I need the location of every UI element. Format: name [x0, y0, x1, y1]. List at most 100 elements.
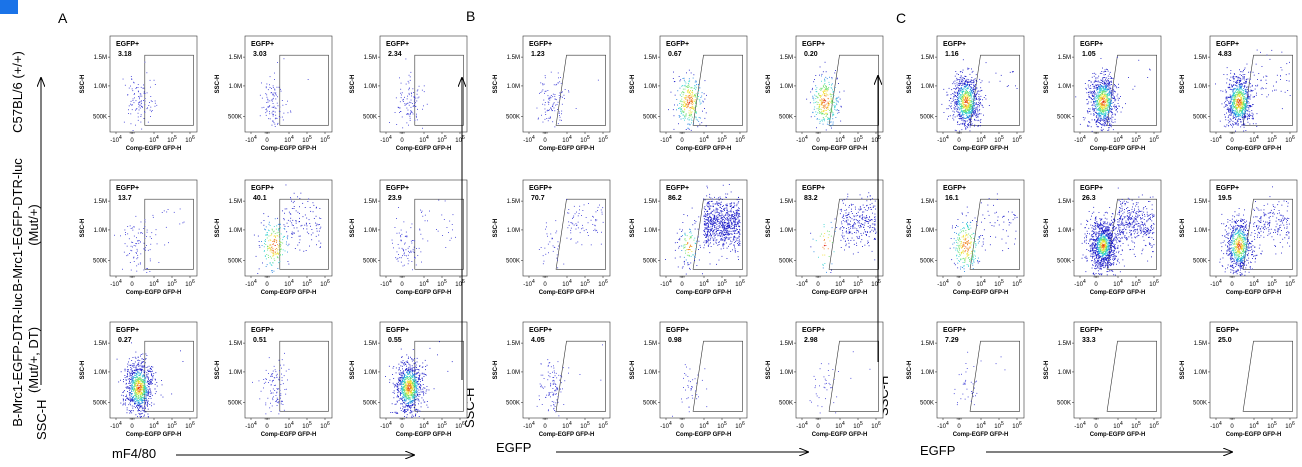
x-tick-label: 106: [1149, 279, 1159, 288]
x-tick-label: 106: [598, 279, 608, 288]
y-tick-label: 1.0M: [1194, 84, 1207, 90]
y-tick-label: 500K: [1057, 115, 1071, 121]
plot-frame: [936, 35, 1025, 133]
gate-value: 83.2: [804, 195, 818, 202]
y-tick-label: 500K: [363, 115, 377, 121]
x-tick-label: 106: [871, 279, 881, 288]
x-tick-label: -104: [660, 135, 672, 144]
gate-name: EGFP+: [251, 327, 274, 334]
x-tick-label: 0: [680, 424, 684, 430]
scatter-points: [259, 58, 309, 127]
x-axis-label: Comp-EGFP GFP-H: [676, 290, 732, 296]
gate-rectangle: [144, 340, 194, 412]
x-tick-label: 105: [580, 279, 590, 288]
gate-polygon: [692, 198, 743, 270]
x-tick-label: -104: [660, 421, 672, 430]
x-axis-label: Comp-EGFP GFP-H: [1226, 146, 1282, 152]
plot-frame: [1209, 321, 1298, 419]
scatter-points: [389, 58, 428, 129]
y-tick-label: 1.0M: [1058, 84, 1071, 90]
scatter-points: [253, 184, 322, 274]
y-tick-label: 500K: [93, 115, 107, 121]
x-tick-label: 0: [130, 282, 134, 288]
x-tick-label: -104: [937, 279, 949, 288]
y-axis-label: SSC-H: [766, 75, 772, 94]
x-tick-label: 105: [994, 135, 1004, 144]
gate-name: EGFP+: [116, 41, 139, 48]
plot-frame: [936, 321, 1025, 419]
scatter-points: [538, 199, 604, 269]
scatter-points: [668, 40, 707, 131]
y-tick-label: 1.5M: [94, 199, 107, 205]
x-tick-label: -104: [1210, 421, 1222, 430]
gate-rectangle: [279, 54, 329, 126]
x-tick-label: 104: [1249, 135, 1259, 144]
y-axis-label: SSC-H: [1180, 361, 1186, 380]
y-tick-label: 1.0M: [507, 370, 520, 376]
facs-plot-c-r2-c3: SSC-H 1.5M 1.0M 500K -104 0 104 105 106 Comp-EGFP…: [1170, 168, 1302, 300]
y-tick-label: 1.5M: [94, 341, 107, 347]
x-tick-label: 105: [717, 135, 727, 144]
gate-value: 2.34: [388, 51, 402, 58]
x-tick-label: -104: [523, 279, 535, 288]
x-tick-label: 105: [717, 279, 727, 288]
gate-name: EGFP+: [1216, 41, 1239, 48]
x-tick-label: 104: [284, 421, 294, 430]
x-tick-label: 104: [1113, 421, 1123, 430]
x-tick-label: 0: [400, 138, 404, 144]
gate-name: EGFP+: [116, 185, 139, 192]
x-tick-label: -104: [1074, 135, 1086, 144]
scatter-points: [810, 192, 877, 273]
scatter-points: [1215, 49, 1291, 132]
x-tick-label: -104: [523, 421, 535, 430]
gate-value: 7.29: [945, 337, 959, 344]
facs-plot-b-r2-c2: SSC-H 1.5M 1.0M 500K -104 0 104 105 106 Comp-EGFP…: [620, 168, 754, 300]
gate-name: EGFP+: [386, 185, 409, 192]
x-tick-label: 106: [185, 135, 195, 144]
x-tick-label: -104: [1210, 135, 1222, 144]
x-tick-label: 105: [302, 135, 312, 144]
x-tick-label: -104: [110, 421, 122, 430]
facs-plot-b-r1-c3: SSC-H 1.5M 1.0M 500K -104 0 104 105 106 Comp-EGFP…: [756, 24, 890, 156]
y-tick-label: 1.5M: [1194, 341, 1207, 347]
x-tick-label: 0: [1094, 282, 1098, 288]
gate-value: 26.3: [1082, 195, 1096, 202]
y-tick-label: 1.5M: [1058, 341, 1071, 347]
facs-plot-a-r1-c2: SSC-H 1.5M 1.0M 500K -104 0 104 105 106 Comp-EGFP…: [205, 24, 339, 156]
x-tick-label: -104: [937, 421, 949, 430]
plot-frame: [379, 35, 468, 133]
x-tick-label: -104: [110, 279, 122, 288]
scatter-points: [252, 352, 290, 415]
y-tick-label: 1.0M: [921, 84, 934, 90]
plot-frame: [1073, 35, 1162, 133]
y-tick-label: 500K: [1193, 259, 1207, 265]
x-axis-label: Comp-EGFP GFP-H: [812, 146, 868, 152]
x-axis-label: Comp-EGFP GFP-H: [126, 432, 182, 438]
y-axis-label: SSC-H: [493, 75, 499, 94]
x-tick-label: 105: [994, 421, 1004, 430]
x-tick-label: 0: [680, 282, 684, 288]
x-tick-label: 106: [1012, 135, 1022, 144]
x-tick-label: 0: [130, 424, 134, 430]
y-tick-label: 1.0M: [780, 228, 793, 234]
scatter-points: [949, 193, 1018, 272]
gate-name: EGFP+: [1080, 41, 1103, 48]
x-tick-label: -104: [245, 279, 257, 288]
x-tick-label: 104: [1113, 135, 1123, 144]
y-tick-label: 1.5M: [364, 341, 377, 347]
x-tick-label: -104: [1210, 279, 1222, 288]
gate-name: EGFP+: [943, 41, 966, 48]
gate-name: EGFP+: [529, 327, 552, 334]
x-axis-label: Comp-EGFP GFP-H: [539, 432, 595, 438]
gate-value: 0.20: [804, 51, 818, 58]
y-tick-label: 1.0M: [94, 84, 107, 90]
scatter-points: [672, 364, 708, 417]
y-tick-label: 1.5M: [1194, 55, 1207, 61]
scatter-points: [536, 344, 603, 417]
gate-rectangle: [279, 340, 329, 412]
y-tick-label: 1.0M: [507, 228, 520, 234]
plot-frame: [379, 321, 468, 419]
gate-polygon: [969, 340, 1020, 412]
gate-name: EGFP+: [529, 185, 552, 192]
y-axis-label: SSC-H: [907, 361, 913, 380]
